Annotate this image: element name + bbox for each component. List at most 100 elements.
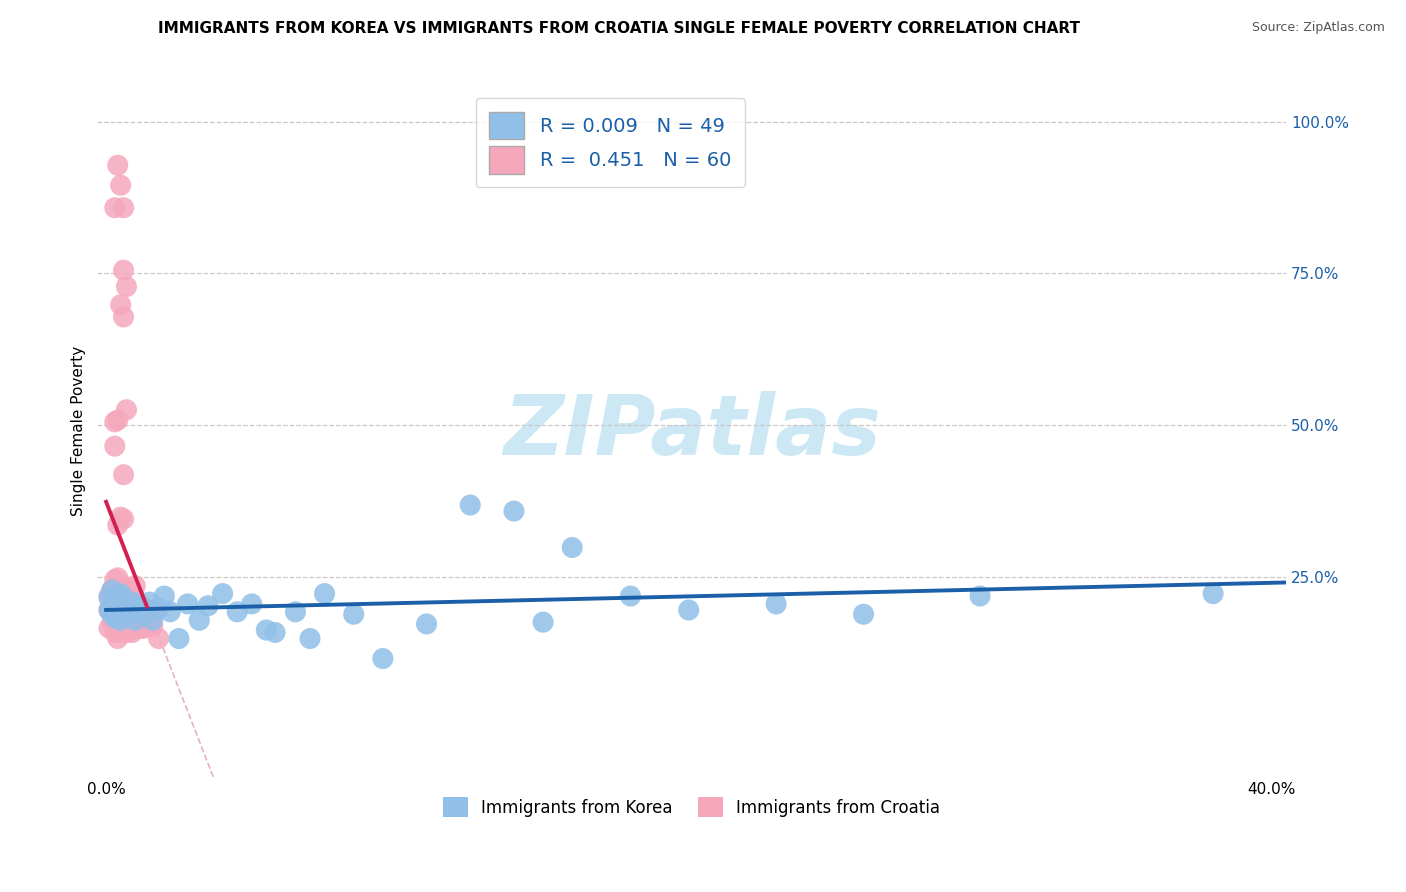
- Point: [101, 607, 124, 622]
- Point: [107, 632, 129, 646]
- Point: [101, 582, 124, 597]
- Point: [264, 625, 287, 640]
- Point: [124, 621, 146, 635]
- Point: [115, 609, 138, 624]
- Point: [104, 597, 127, 611]
- Point: [135, 605, 157, 619]
- Point: [110, 584, 132, 599]
- Point: [188, 613, 211, 627]
- Point: [110, 298, 132, 312]
- Point: [98, 589, 121, 603]
- Point: [145, 605, 167, 619]
- Point: [240, 597, 263, 611]
- Point: [765, 597, 787, 611]
- Point: [112, 512, 135, 526]
- Point: [104, 611, 127, 625]
- Point: [121, 609, 143, 624]
- Point: [107, 605, 129, 619]
- Point: [107, 597, 129, 611]
- Point: [121, 625, 143, 640]
- Point: [139, 603, 162, 617]
- Point: [104, 625, 127, 640]
- Point: [127, 603, 149, 617]
- Point: [101, 597, 124, 611]
- Point: [561, 541, 583, 555]
- Point: [110, 510, 132, 524]
- Point: [159, 605, 181, 619]
- Point: [148, 632, 170, 646]
- Point: [343, 607, 366, 622]
- Point: [115, 625, 138, 640]
- Point: [115, 402, 138, 417]
- Point: [110, 625, 132, 640]
- Point: [226, 605, 249, 619]
- Point: [124, 579, 146, 593]
- Point: [129, 621, 152, 635]
- Point: [153, 589, 176, 603]
- Point: [371, 651, 394, 665]
- Point: [107, 582, 129, 597]
- Point: [112, 607, 135, 622]
- Point: [619, 589, 641, 603]
- Point: [107, 609, 129, 624]
- Point: [110, 613, 132, 627]
- Point: [211, 586, 233, 600]
- Point: [98, 603, 121, 617]
- Point: [121, 595, 143, 609]
- Point: [115, 595, 138, 609]
- Point: [135, 619, 157, 633]
- Point: [107, 571, 129, 585]
- Point: [298, 632, 321, 646]
- Point: [98, 603, 121, 617]
- Point: [115, 279, 138, 293]
- Point: [107, 158, 129, 172]
- Point: [129, 603, 152, 617]
- Text: ZIPatlas: ZIPatlas: [503, 391, 880, 472]
- Point: [139, 595, 162, 609]
- Point: [112, 579, 135, 593]
- Point: [107, 413, 129, 427]
- Point: [98, 621, 121, 635]
- Point: [110, 609, 132, 624]
- Point: [314, 586, 336, 600]
- Point: [101, 582, 124, 597]
- Point: [104, 584, 127, 599]
- Point: [139, 619, 162, 633]
- Point: [127, 619, 149, 633]
- Point: [531, 615, 554, 629]
- Point: [121, 595, 143, 609]
- Text: Source: ZipAtlas.com: Source: ZipAtlas.com: [1251, 21, 1385, 34]
- Point: [104, 594, 127, 608]
- Point: [104, 609, 127, 624]
- Point: [132, 607, 155, 622]
- Point: [112, 591, 135, 605]
- Point: [104, 201, 127, 215]
- Point: [118, 605, 141, 619]
- Point: [118, 621, 141, 635]
- Point: [98, 591, 121, 605]
- Point: [110, 586, 132, 600]
- Point: [1202, 586, 1225, 600]
- Point: [284, 605, 307, 619]
- Point: [104, 439, 127, 453]
- Point: [110, 597, 132, 611]
- Point: [104, 615, 127, 629]
- Point: [969, 589, 991, 603]
- Point: [254, 623, 277, 637]
- Point: [104, 573, 127, 587]
- Point: [112, 603, 135, 617]
- Point: [104, 415, 127, 429]
- Point: [132, 621, 155, 635]
- Point: [107, 615, 129, 629]
- Point: [112, 201, 135, 215]
- Point: [458, 498, 481, 512]
- Point: [115, 582, 138, 597]
- Point: [415, 617, 437, 632]
- Point: [115, 613, 138, 627]
- Text: IMMIGRANTS FROM KOREA VS IMMIGRANTS FROM CROATIA SINGLE FEMALE POVERTY CORRELATI: IMMIGRANTS FROM KOREA VS IMMIGRANTS FROM…: [157, 21, 1080, 36]
- Point: [107, 518, 129, 533]
- Point: [127, 603, 149, 617]
- Point: [112, 591, 135, 605]
- Point: [112, 310, 135, 324]
- Point: [132, 605, 155, 619]
